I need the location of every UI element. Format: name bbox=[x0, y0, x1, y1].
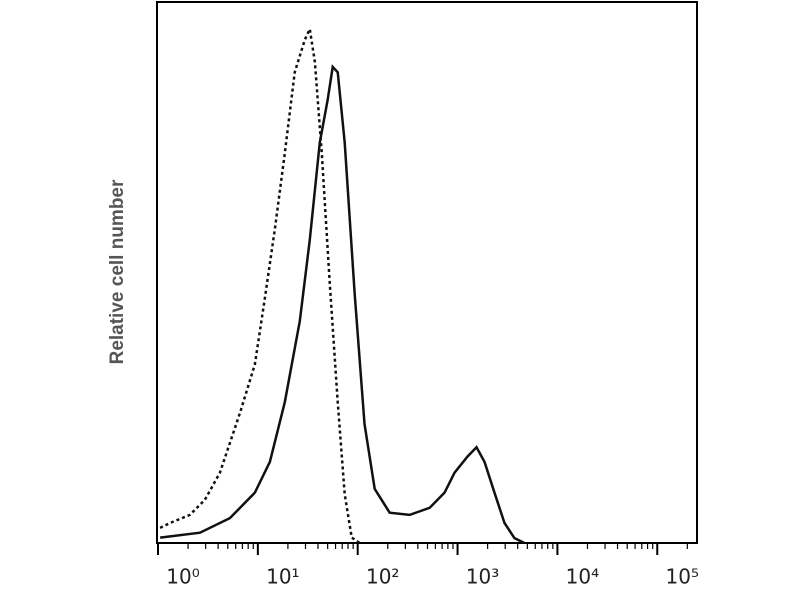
histogram-line bbox=[159, 64, 526, 545]
x-tick-label: 10² bbox=[366, 565, 399, 589]
plot-frame bbox=[156, 1, 698, 544]
x-tick-label: 10³ bbox=[466, 565, 499, 589]
x-tick-label: 10⁴ bbox=[566, 565, 599, 589]
y-axis-label: Relative cell number bbox=[107, 179, 128, 364]
x-tick-label: 10⁵ bbox=[666, 565, 699, 589]
x-tick-label: 10¹ bbox=[266, 565, 299, 589]
histogram-line bbox=[159, 24, 361, 545]
x-tick-label: 10⁰ bbox=[166, 565, 199, 589]
